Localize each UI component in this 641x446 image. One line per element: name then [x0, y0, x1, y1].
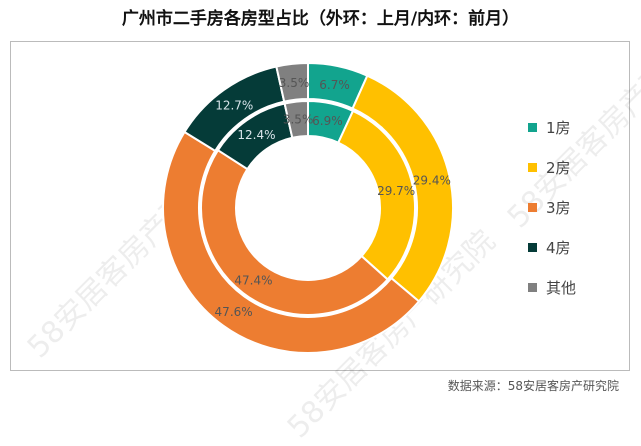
legend-item: 4房 — [528, 227, 576, 267]
outer-data-label: 12.7% — [215, 99, 253, 113]
inner-slice-5 — [283, 99, 309, 139]
donut-chart: 6.7%29.4%47.6%12.7%3.5%6.9%29.7%47.4%12.… — [162, 61, 454, 354]
legend-label: 其他 — [546, 278, 577, 297]
legend-item: 3房 — [528, 187, 576, 227]
chart-title: 广州市二手房各房型占比（外环：上月/内环：前月） — [121, 9, 520, 29]
inner-data-label: 29.7% — [377, 184, 415, 198]
legend-item: 2房 — [528, 147, 576, 187]
inner-data-label: 47.4% — [234, 274, 272, 288]
legend-label: 3房 — [546, 198, 571, 217]
legend-swatch — [528, 282, 537, 292]
outer-data-label: 47.6% — [215, 305, 253, 319]
legend: 1房 2房 3房 4房其他 — [528, 107, 576, 307]
legend-item: 1房 — [528, 107, 576, 147]
legend-label: 2房 — [546, 158, 571, 177]
inner-data-label: 12.4% — [237, 128, 275, 142]
outer-data-label: 29.4% — [413, 174, 451, 188]
outer-slice-5 — [275, 61, 309, 103]
legend-swatch — [528, 162, 537, 172]
inner-data-label: 6.9% — [312, 114, 343, 128]
inner-slice-3 — [200, 148, 390, 316]
legend-swatch — [528, 202, 537, 212]
legend-label: 4房 — [546, 238, 571, 257]
chart-frame — [10, 41, 630, 371]
source-note: 数据来源：58安居客房产研究院 — [447, 379, 619, 393]
outer-slice-3 — [162, 130, 421, 354]
legend-swatch — [528, 242, 537, 252]
outer-data-label: 3.5% — [279, 76, 310, 90]
legend-item: 其他 — [528, 267, 576, 307]
outer-data-label: 6.7% — [319, 78, 350, 92]
legend-label: 1房 — [546, 118, 571, 137]
legend-swatch — [528, 122, 537, 132]
inner-data-label: 3.5% — [283, 113, 314, 127]
